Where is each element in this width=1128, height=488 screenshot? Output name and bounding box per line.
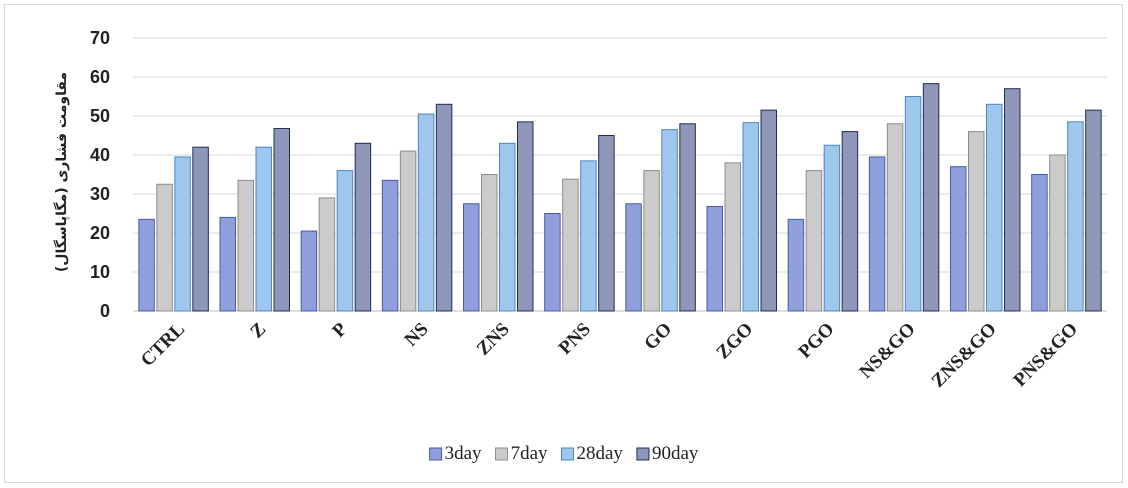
bar-7day: [399, 150, 417, 312]
x-tick-label: ZNS: [473, 319, 514, 360]
x-tick-label: P: [328, 318, 351, 341]
bar-90day: [679, 123, 696, 312]
bar-7day: [968, 131, 985, 312]
bar-7day: [886, 123, 904, 312]
bar-90day: [1085, 109, 1102, 312]
y-tick-label: 70: [90, 28, 110, 48]
bar-28day: [336, 170, 354, 312]
y-tick-label: 10: [90, 262, 110, 282]
y-axis: 0 10 20 30 40 50 60 70: [90, 28, 110, 321]
bar-3day: [706, 205, 723, 312]
legend-label: 7day: [511, 443, 548, 464]
bar-7day: [481, 174, 498, 312]
bar-28day: [823, 144, 841, 312]
bar-3day: [950, 166, 967, 312]
legend-label: 3day: [445, 443, 482, 464]
bar-3day: [138, 218, 155, 312]
bar-7day: [237, 179, 254, 312]
bar-90day: [273, 127, 290, 312]
legend-item: 28day: [561, 443, 624, 464]
bar-90day: [517, 121, 534, 312]
y-tick-label: 40: [90, 145, 110, 165]
y-tick-label: 30: [90, 184, 110, 204]
bar-7day: [805, 170, 823, 312]
legend-item: 90day: [636, 443, 699, 464]
bar-90day: [192, 146, 209, 312]
bar-90day: [1004, 88, 1021, 312]
legend-label: 90day: [652, 443, 699, 464]
x-tick-label: NS&GO: [855, 319, 919, 383]
bar-3day: [463, 203, 480, 312]
bar-28day: [499, 142, 516, 312]
legend-swatch: [429, 447, 443, 461]
bar-28day: [580, 160, 597, 312]
legend-label: 28day: [577, 443, 624, 464]
bar-90day: [598, 135, 615, 312]
y-tick-label: 60: [90, 67, 110, 87]
bar-7day: [156, 183, 173, 312]
bar-28day: [986, 103, 1003, 312]
bar-90day: [435, 103, 453, 312]
legend-swatch: [561, 447, 574, 461]
y-tick-label: 0: [100, 301, 110, 321]
bar-7day: [318, 197, 336, 312]
bar-3day: [381, 179, 399, 312]
bar-90day: [354, 142, 372, 312]
bars: [138, 83, 1102, 312]
bar-28day: [255, 146, 272, 312]
legend-swatch: [495, 447, 509, 461]
bar-7day: [1049, 154, 1066, 312]
bar-3day: [1031, 174, 1048, 312]
y-tick-label: 20: [90, 223, 110, 243]
y-tick-label: 50: [90, 106, 110, 126]
x-tick-label: ZNS&GO: [928, 319, 1001, 392]
x-tick-label: ZGO: [713, 319, 758, 364]
legend-item: 3day: [429, 443, 482, 464]
bar-28day: [174, 156, 191, 312]
x-tick-label: Z: [246, 319, 270, 343]
bar-28day: [661, 129, 678, 312]
bar-7day: [643, 170, 660, 312]
bar-28day: [417, 113, 435, 312]
x-tick-label: GO: [640, 319, 676, 355]
bar-90day: [841, 131, 859, 312]
bar-3day: [219, 216, 236, 312]
bar-90day: [922, 83, 940, 312]
bar-28day: [1067, 121, 1084, 312]
bar-3day: [625, 203, 642, 312]
x-tick-label: PNS&GO: [1010, 319, 1082, 391]
y-axis-label: مقاومت فشاری (مگاپاسگال): [53, 72, 70, 272]
bar-90day: [760, 109, 777, 312]
bar-28day: [904, 96, 922, 312]
x-axis: CTRL Z P NS ZNS PNS GO ZGO PGO NS&GO ZNS&GO PNS&GO: [137, 318, 1082, 391]
gridlines: [133, 37, 1107, 312]
bar-28day: [742, 122, 759, 312]
x-tick-label: NS: [401, 319, 433, 351]
bar-3day: [300, 230, 318, 312]
bar-7day: [724, 162, 741, 312]
legend-swatch: [636, 447, 650, 461]
bar-3day: [544, 213, 561, 312]
bar-3day: [868, 156, 886, 312]
x-tick-label: PGO: [794, 319, 838, 363]
x-tick-label: CTRL: [137, 319, 189, 371]
legend: 3day 7day 28day 90day: [429, 443, 699, 464]
legend-item: 7day: [495, 443, 548, 464]
bar-3day: [787, 218, 805, 312]
bar-7day: [562, 178, 579, 312]
x-tick-label: PNS: [555, 319, 595, 359]
